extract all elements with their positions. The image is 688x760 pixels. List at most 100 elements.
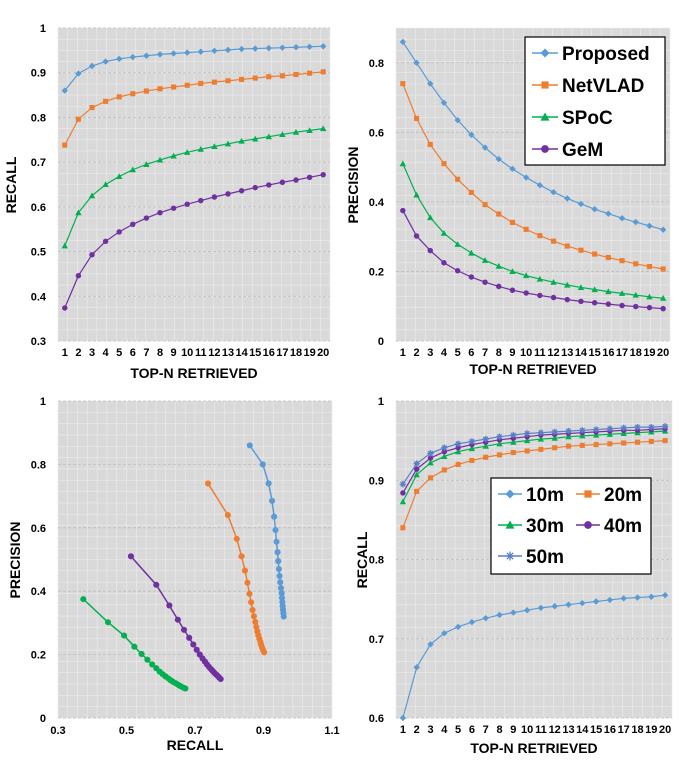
data-point [121, 632, 128, 639]
data-point [496, 283, 502, 290]
data-point [399, 160, 407, 167]
data-point [252, 135, 259, 142]
data-point [523, 607, 531, 614]
data-point [620, 424, 627, 432]
data-point [238, 45, 245, 53]
data-point [182, 685, 189, 692]
y-axis-label: RECALL [354, 531, 370, 588]
x-axis-label: TOP-N RETRIEVED [469, 361, 596, 377]
data-point [564, 296, 570, 303]
y-tick-label: 1 [40, 396, 46, 408]
data-point [468, 438, 476, 445]
data-point [495, 263, 502, 269]
x-tick-label: 12 [549, 724, 561, 736]
data-point [510, 439, 517, 445]
data-point [592, 431, 600, 438]
data-point [496, 433, 503, 440]
y-tick-label: 0.4 [31, 291, 47, 303]
x-tick-label: 0.9 [256, 725, 271, 737]
data-point [619, 302, 625, 309]
data-point [143, 215, 150, 221]
x-tick-label: 16 [604, 724, 616, 736]
series-netvlad [62, 69, 326, 148]
legend-label: 40m [604, 516, 642, 537]
data-point [427, 141, 433, 148]
x-tick-label: 3 [427, 724, 433, 736]
data-point [252, 184, 258, 191]
data-point [116, 55, 123, 63]
data-point [648, 593, 655, 600]
data-point [104, 619, 112, 626]
data-point [280, 613, 287, 620]
x-tick-label: 6 [130, 347, 136, 359]
data-point [468, 618, 476, 626]
data-point [496, 211, 502, 217]
data-point [606, 596, 614, 604]
data-point [413, 466, 420, 472]
data-point [592, 426, 600, 433]
data-point [102, 58, 109, 65]
data-point [454, 448, 462, 455]
data-point [510, 609, 517, 616]
data-point [414, 488, 420, 494]
data-point [646, 304, 653, 311]
y-tick-label: 0.8 [369, 555, 384, 567]
data-point [579, 432, 586, 439]
data-point [244, 579, 251, 586]
x-tick-label: 17 [618, 724, 630, 736]
data-point [193, 646, 200, 653]
data-point [320, 69, 326, 75]
data-point [171, 84, 177, 90]
x-tick-label: 13 [561, 347, 573, 359]
data-point [523, 226, 529, 232]
y-tick-label: 1 [40, 23, 46, 35]
data-point [75, 116, 81, 122]
y-tick-label: 0.6 [369, 713, 384, 725]
data-point [441, 260, 447, 266]
data-point [399, 714, 407, 722]
y-tick-label: 0.6 [31, 202, 46, 214]
y-tick-label: 0.2 [369, 266, 384, 278]
data-point [634, 594, 641, 601]
legend-marker [505, 551, 515, 561]
data-point [239, 76, 245, 82]
x-tick-label: 6 [469, 724, 475, 736]
data-point [88, 62, 96, 70]
data-point [579, 599, 586, 607]
y-tick-label: 0.7 [31, 157, 46, 169]
data-point [277, 579, 284, 586]
data-point [274, 549, 281, 556]
x-tick-label: 15 [589, 347, 601, 359]
data-point [184, 49, 191, 56]
x-tick-label: 17 [276, 347, 288, 359]
series-line [402, 430, 666, 502]
data-point [552, 445, 558, 451]
data-point [646, 264, 653, 270]
data-point [537, 233, 543, 239]
x-tick-label: 8 [157, 347, 163, 359]
data-point [523, 430, 531, 437]
y-tick-label: 0.9 [369, 475, 384, 487]
gridlines [57, 400, 333, 719]
data-point [276, 572, 283, 580]
data-point [440, 229, 448, 236]
data-point [157, 209, 163, 216]
data-point [551, 435, 558, 441]
data-point [482, 435, 489, 443]
data-point [320, 43, 327, 50]
data-point [565, 443, 572, 449]
x-tick-label: 8 [496, 347, 502, 359]
y-tick-label: 0.5 [31, 247, 46, 259]
data-point [550, 238, 557, 244]
x-tick-label: 7 [143, 347, 149, 359]
data-point [605, 288, 612, 295]
data-point [537, 435, 545, 442]
series-proposed [246, 442, 287, 620]
data-point [413, 471, 420, 478]
x-tick-label: 19 [645, 724, 657, 736]
data-point [320, 125, 327, 132]
data-point [427, 214, 434, 221]
data-point [618, 290, 626, 296]
data-point [509, 219, 516, 225]
data-point [131, 643, 138, 650]
